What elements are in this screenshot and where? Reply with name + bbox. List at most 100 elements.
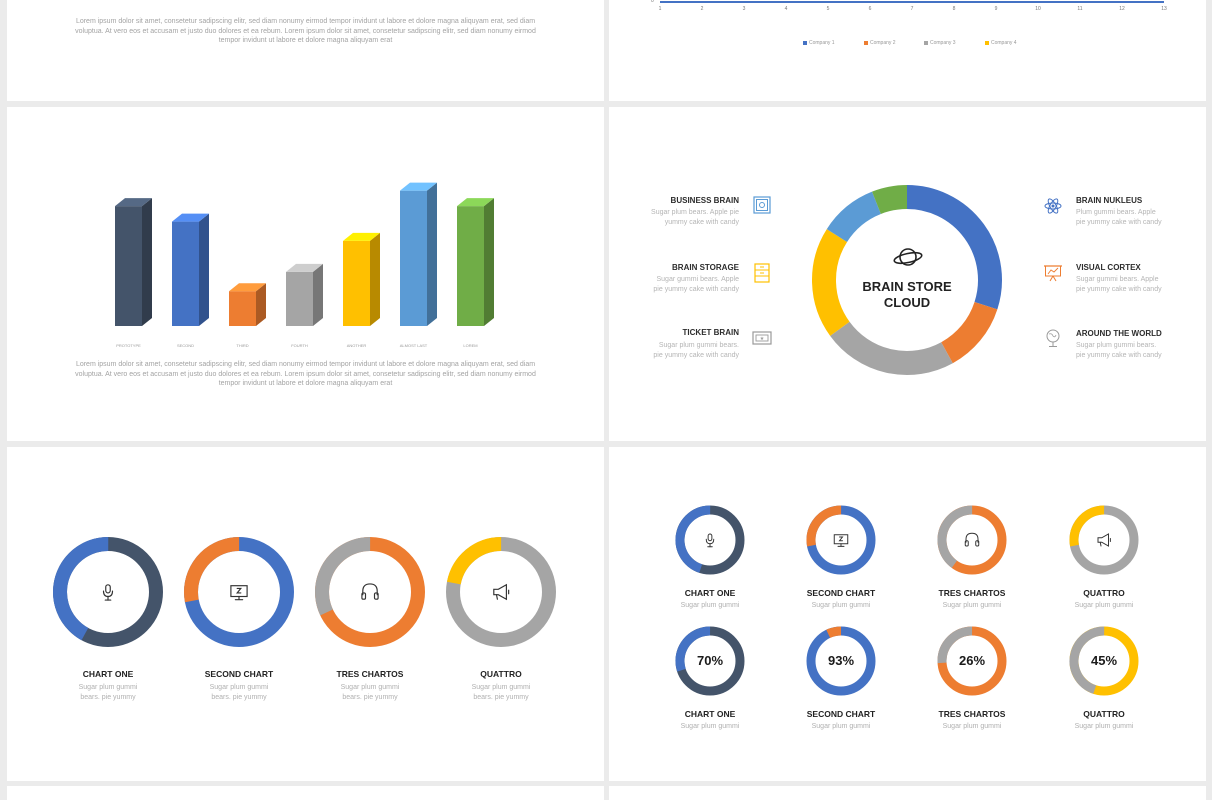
- monitor-icon: [833, 534, 849, 547]
- feature-title: BRAIN STORAGE: [672, 263, 739, 272]
- progress-donut: [806, 505, 876, 575]
- lorem-line: voluptua. At vero eos et accusam et just…: [75, 27, 536, 35]
- feature-title: BRAIN NUKLEUS: [1076, 196, 1143, 205]
- cloud-title-line: BRAIN STORE: [862, 279, 952, 294]
- donut-subtitle: Sugar plum gummi: [680, 602, 740, 609]
- feature-desc: Sugar plum gummi bears. pie yummy cake wi…: [653, 342, 739, 359]
- bar-category-label: PROTOTYPE: [116, 343, 141, 348]
- donut-title: CHART ONE: [684, 588, 736, 598]
- donut-slice: [906, 185, 1002, 310]
- bar-category-label: SECOND: [176, 343, 195, 348]
- cloud-title: BRAIN STORE CLOUD: [825, 279, 989, 311]
- progress-donut: [315, 537, 425, 647]
- donut-title: QUATTRO: [1083, 588, 1125, 598]
- donut-charts-row: [52, 537, 556, 647]
- cabinet-icon: [754, 263, 770, 283]
- microphone-icon: [102, 584, 114, 601]
- legend-item: Company 4: [985, 40, 1017, 46]
- slide-eight-donuts: CHART ONE Sugar plum gummi SECOND CHART Sug…: [609, 447, 1206, 781]
- donut-subtitle: Sugar plum gummi: [942, 602, 1002, 609]
- x-tick-label: 6: [868, 6, 872, 12]
- donut-slice: [826, 191, 882, 243]
- legend-item: Company 3: [924, 40, 956, 46]
- atom-icon: [1044, 198, 1062, 214]
- y-tick-label: 0: [651, 0, 654, 4]
- donut-subtitle: Sugar plum gummi: [942, 723, 1002, 730]
- donut-subtitle: Sugar plum gummi: [811, 723, 871, 730]
- slide-brain-store-cloud: BRAIN STORE CLOUD BUSINESS BRAIN Sugar p…: [609, 107, 1206, 441]
- feature-title: VISUAL CORTEX: [1076, 263, 1141, 272]
- donut-subtitle-line: Sugar plum gummi: [209, 684, 269, 691]
- legend-swatch: [985, 41, 989, 45]
- progress-donut: [937, 626, 1007, 696]
- x-tick-label: 4: [784, 6, 788, 12]
- presentation-icon: [1044, 265, 1062, 282]
- donut-title: SECOND CHART: [806, 588, 876, 598]
- x-tick-label: 12: [1119, 6, 1125, 12]
- bar: [400, 182, 437, 326]
- feature-title: TICKET BRAIN: [682, 328, 739, 337]
- lorem-line: tempor invidunt ut labore et dolore magn…: [218, 37, 393, 44]
- bar-category-label: THIRD: [236, 343, 249, 348]
- monitor-icon: [230, 585, 248, 601]
- progress-donut: [52, 537, 163, 647]
- donut-title: SECOND CHART: [806, 709, 876, 719]
- donut-title: QUATTRO: [1083, 709, 1125, 719]
- x-tick-label: 2: [700, 6, 704, 12]
- progress-donut: [675, 505, 745, 575]
- percent-label: 26%: [958, 653, 986, 668]
- slide-partial-bottom: [7, 786, 604, 800]
- donut-subtitle-line: bears. pie yummy: [342, 694, 398, 701]
- cloud-donut-chart: [812, 185, 1002, 375]
- lorem-line: Lorem ipsum dolor sit amet, consetetur s…: [75, 361, 536, 368]
- donut-subtitle: Sugar plum gummi: [680, 723, 740, 730]
- donut-subtitle: Sugar plum gummi bears. pie yummy: [179, 683, 299, 703]
- donut-title: QUATTRO: [480, 669, 522, 679]
- legend-swatch: [924, 41, 928, 45]
- lorem-line: voluptua. At vero eos et accusam et just…: [75, 370, 536, 378]
- bar: [457, 198, 494, 326]
- megaphone-icon: [493, 583, 510, 601]
- legend-label: Company 4: [991, 40, 1017, 46]
- x-tick-label: 10: [1035, 6, 1041, 12]
- donut-subtitle: Sugar plum gummi bears. pie yummy: [48, 683, 168, 703]
- feature-desc: Sugar plum gummi bears. pie yummy cake wi…: [1076, 342, 1162, 359]
- donut-slice: [812, 229, 850, 336]
- donut-subtitle-line: bears. pie yummy: [80, 694, 136, 701]
- donut-subtitle: Sugar plum gummi: [811, 602, 871, 609]
- legend-item: Company 2: [864, 40, 896, 46]
- headphones-icon: [964, 532, 980, 547]
- donut-title: TRES CHARTOS: [938, 709, 1006, 719]
- microphone-icon: [705, 533, 715, 548]
- slide-line-chart-partial: 0 1 2 3 4 5 6 7 8 9 10 11 12 13 Company 1 Company 2 Com…: [609, 0, 1206, 101]
- globe-icon: [1046, 329, 1060, 347]
- donut-title: TRES CHARTOS: [336, 669, 404, 679]
- percent-label: 93%: [827, 653, 855, 668]
- feature-desc: Sugar gummi bears. Apple pie yummy cake w…: [1076, 276, 1162, 293]
- megaphone-icon: [1097, 533, 1111, 547]
- feature-title: AROUND THE WORLD: [1076, 329, 1162, 338]
- legend-label: Company 1: [809, 40, 835, 46]
- progress-donut: [446, 537, 556, 647]
- bar-category-label: ANOTHER: [346, 343, 367, 348]
- bar: [343, 232, 380, 326]
- headphones-icon: [361, 583, 379, 600]
- lorem-line: tempor invidunt ut labore et dolore magn…: [218, 380, 393, 387]
- bar: [286, 263, 323, 326]
- planet-icon: [893, 248, 923, 266]
- percent-label: 70%: [696, 653, 724, 668]
- feature-desc: Sugar gummi bears. Apple pie yummy cake w…: [653, 276, 739, 293]
- x-tick-label: 11: [1077, 6, 1083, 12]
- progress-donut: [806, 626, 876, 696]
- progress-donut: [1069, 505, 1139, 575]
- progress-donut: [184, 537, 294, 647]
- donut-slice: [940, 301, 998, 364]
- slide-four-donuts: CHART ONE Sugar plum gummi bears. pie yumm…: [7, 447, 604, 781]
- donut-slice: [830, 321, 953, 375]
- donut-slice: [872, 185, 908, 215]
- donut-subtitle-line: bears. pie yummy: [473, 694, 529, 701]
- x-tick-label: 1: [658, 6, 662, 12]
- slide-partial-bottom: [609, 786, 1206, 800]
- x-tick-label: 3: [742, 6, 746, 12]
- slide-3d-bar-chart: PROTOTYPE SECOND THIRD FOURTH ANOTHER ALMOST …: [7, 107, 604, 441]
